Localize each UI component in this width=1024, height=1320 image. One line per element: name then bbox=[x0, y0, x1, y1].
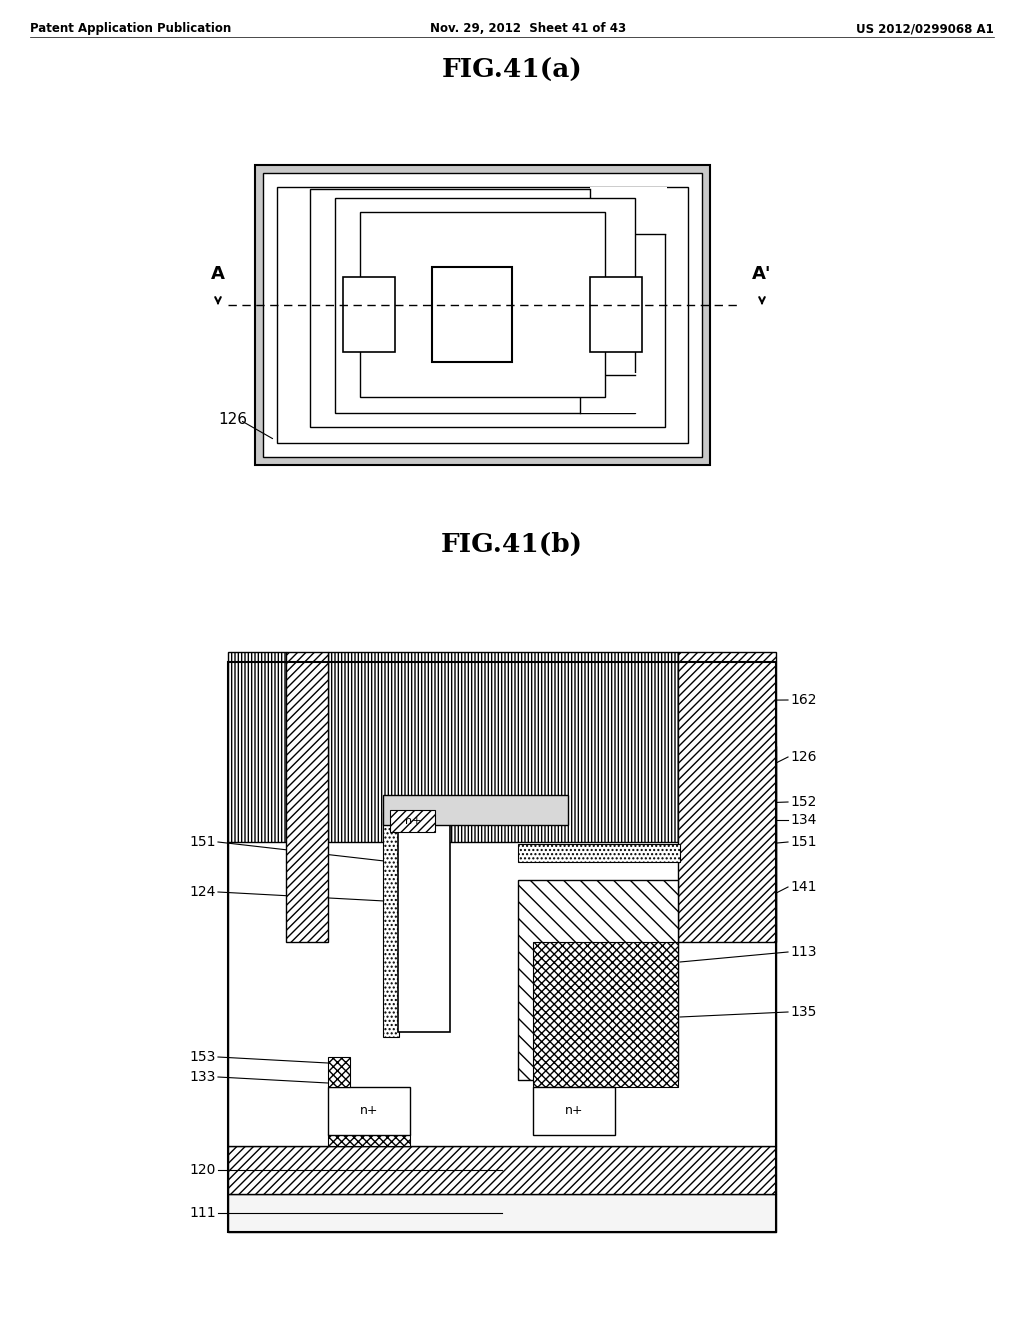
Bar bbox=[678, 652, 776, 942]
Bar bbox=[383, 812, 399, 1038]
Text: 111: 111 bbox=[189, 1206, 216, 1220]
Bar bbox=[328, 1057, 350, 1086]
Text: 162: 162 bbox=[790, 693, 816, 708]
Text: 153: 153 bbox=[189, 1049, 216, 1064]
Bar bbox=[335, 198, 635, 413]
Bar bbox=[534, 942, 678, 1086]
Text: 151: 151 bbox=[189, 836, 216, 849]
Text: 134: 134 bbox=[790, 813, 816, 828]
Text: 126: 126 bbox=[218, 412, 247, 428]
Bar bbox=[228, 1146, 776, 1195]
Text: n+: n+ bbox=[359, 1105, 378, 1118]
Bar bbox=[590, 187, 667, 234]
Bar bbox=[310, 189, 665, 426]
Bar bbox=[255, 165, 710, 465]
Bar bbox=[328, 1134, 410, 1146]
Bar bbox=[580, 374, 637, 413]
Text: n+: n+ bbox=[404, 816, 421, 826]
Text: 133: 133 bbox=[189, 1071, 216, 1084]
Bar bbox=[228, 1195, 776, 1232]
Text: Nov. 29, 2012  Sheet 41 of 43: Nov. 29, 2012 Sheet 41 of 43 bbox=[430, 22, 626, 36]
Bar bbox=[398, 817, 450, 1032]
Text: 135: 135 bbox=[790, 1005, 816, 1019]
Bar bbox=[228, 652, 286, 842]
Text: 152: 152 bbox=[790, 795, 816, 809]
Bar bbox=[590, 277, 642, 352]
Bar bbox=[518, 880, 678, 1080]
Text: FIG.41(a): FIG.41(a) bbox=[441, 58, 583, 83]
Bar bbox=[228, 663, 776, 1232]
Bar bbox=[263, 173, 702, 457]
Text: 141: 141 bbox=[790, 880, 816, 894]
Bar bbox=[383, 795, 568, 825]
Bar bbox=[432, 267, 512, 362]
Bar bbox=[328, 652, 678, 842]
Text: n+: n+ bbox=[565, 1105, 584, 1118]
Bar bbox=[286, 652, 328, 942]
Text: 120: 120 bbox=[189, 1163, 216, 1177]
Bar bbox=[518, 843, 680, 862]
Text: US 2012/0299068 A1: US 2012/0299068 A1 bbox=[856, 22, 994, 36]
Text: A: A bbox=[211, 265, 225, 282]
Text: FIG.41(b): FIG.41(b) bbox=[441, 532, 583, 557]
Bar bbox=[360, 213, 605, 397]
Bar bbox=[534, 1086, 615, 1135]
Text: Patent Application Publication: Patent Application Publication bbox=[30, 22, 231, 36]
Text: 151: 151 bbox=[790, 836, 816, 849]
Bar bbox=[228, 746, 776, 1146]
Text: 124: 124 bbox=[189, 884, 216, 899]
Bar bbox=[343, 277, 395, 352]
Bar bbox=[278, 187, 688, 444]
Text: 126: 126 bbox=[790, 750, 816, 764]
Bar bbox=[328, 1086, 410, 1135]
Text: 113: 113 bbox=[790, 945, 816, 960]
Text: A': A' bbox=[753, 265, 772, 282]
Bar bbox=[390, 810, 435, 832]
